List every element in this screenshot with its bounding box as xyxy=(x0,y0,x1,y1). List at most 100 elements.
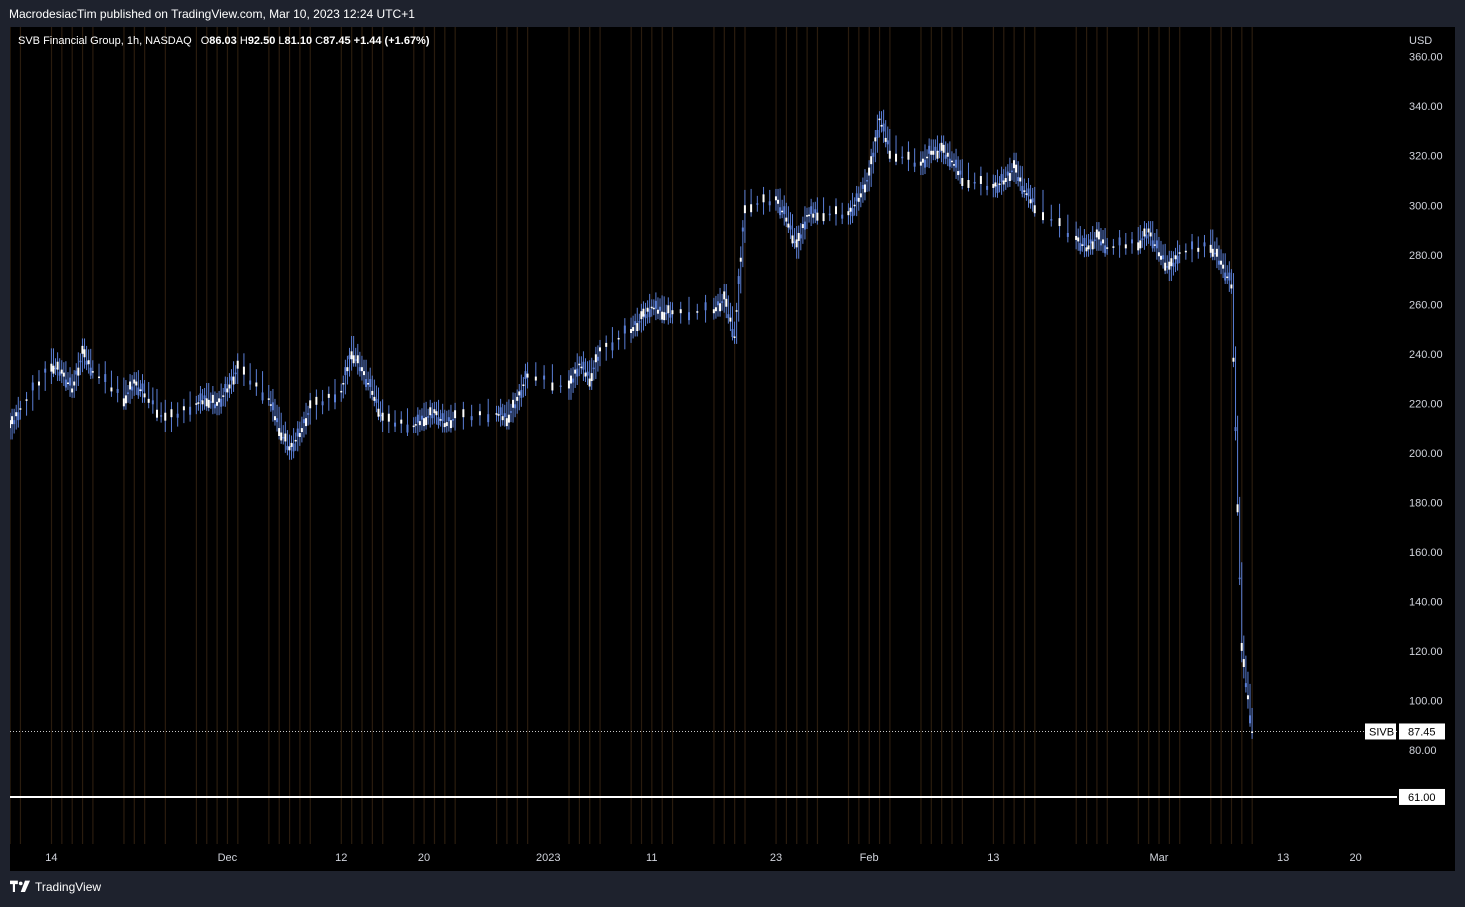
candle-body xyxy=(514,404,517,409)
candle-body xyxy=(712,309,715,314)
symbol-tag-label: SIVB xyxy=(1369,726,1394,738)
candle-body xyxy=(781,210,784,213)
candle-body xyxy=(509,411,512,413)
candle-body xyxy=(1213,252,1216,255)
candle-body xyxy=(574,369,577,374)
candle-body xyxy=(814,209,817,214)
session-stripe xyxy=(527,27,529,844)
session-stripes xyxy=(10,27,1253,844)
y-tick-label: 120.00 xyxy=(1409,646,1443,658)
candle-body xyxy=(15,412,18,417)
candle-body xyxy=(1089,239,1092,244)
candle-body xyxy=(17,412,20,421)
candle-body xyxy=(1203,242,1206,247)
candle-body xyxy=(849,207,852,212)
candle-body xyxy=(882,123,885,132)
session-stripe xyxy=(640,27,643,844)
candle-body xyxy=(847,211,850,216)
candle-body xyxy=(377,408,380,417)
candle-body xyxy=(342,383,345,385)
chart-svg[interactable]: USD 360.00 340.00 320.00 300.00 280.00 260.00… xyxy=(10,27,1455,871)
session-stripe xyxy=(351,27,353,844)
candle-body xyxy=(66,382,69,385)
candle-body xyxy=(189,406,192,415)
chart-area[interactable]: USD 360.00 340.00 320.00 300.00 280.00 260.00… xyxy=(10,27,1455,871)
candle-body xyxy=(280,432,283,441)
x-tick-label: Feb xyxy=(860,852,879,864)
session-stripe xyxy=(309,27,311,844)
session-stripe xyxy=(713,27,715,844)
candle-body xyxy=(661,311,664,320)
candle-body xyxy=(979,176,982,184)
session-stripe xyxy=(744,27,746,844)
candle-body xyxy=(955,159,958,168)
session-stripe xyxy=(1241,27,1243,844)
x-tick-label: 23 xyxy=(770,852,782,864)
candle-body xyxy=(288,446,291,451)
candle-body xyxy=(139,389,142,391)
candle-body xyxy=(774,196,777,201)
candle-body xyxy=(688,312,691,321)
candle-body xyxy=(1178,252,1181,254)
candle-body xyxy=(1087,245,1090,250)
candle-body xyxy=(54,367,57,370)
candle-body xyxy=(1191,241,1194,250)
session-stripe xyxy=(413,27,415,844)
candle-body xyxy=(1224,272,1227,281)
candle-body xyxy=(1025,193,1028,195)
candle-body xyxy=(164,412,167,421)
candle-body xyxy=(872,152,875,157)
session-stripe xyxy=(651,27,653,844)
session-stripe xyxy=(775,27,777,844)
candle-body xyxy=(294,439,297,442)
candle-body xyxy=(104,374,107,383)
candle-body xyxy=(1244,683,1247,688)
candle-body xyxy=(586,371,589,376)
candle-body xyxy=(1141,238,1144,240)
candle-body xyxy=(1006,171,1009,176)
candle-body xyxy=(1157,252,1160,257)
candle-body xyxy=(50,363,53,372)
session-stripe xyxy=(1023,27,1026,844)
session-stripe xyxy=(495,27,498,844)
candle-body xyxy=(1151,240,1154,249)
session-stripe xyxy=(785,27,788,844)
candle-body xyxy=(861,184,864,189)
brand[interactable]: TradingView xyxy=(10,880,101,894)
open-label: O xyxy=(200,35,210,47)
candle-body xyxy=(423,418,426,427)
symbol-name: SVB Financial Group, 1h, NASDAQ xyxy=(18,35,192,47)
candle-body xyxy=(371,390,374,395)
candle-body xyxy=(249,380,252,385)
candle-body xyxy=(1184,250,1187,253)
y-tick-label: 260.00 xyxy=(1409,299,1443,311)
session-stripe xyxy=(1230,27,1233,844)
candle-body xyxy=(56,361,59,370)
candle-body xyxy=(588,378,591,387)
candle-body xyxy=(855,193,858,202)
candle-body xyxy=(756,203,759,205)
session-stripe xyxy=(599,27,601,844)
candle-body xyxy=(851,208,854,217)
candle-body xyxy=(642,308,645,317)
session-stripe xyxy=(878,27,881,844)
candle-body xyxy=(300,428,303,433)
session-stripe xyxy=(1075,27,1077,844)
candle-body xyxy=(646,307,649,312)
candle-body xyxy=(271,402,274,411)
session-stripe xyxy=(868,27,870,844)
candle-body xyxy=(211,394,214,403)
candle-body xyxy=(269,404,272,406)
candle-body xyxy=(789,225,792,230)
candle-body xyxy=(1112,246,1115,248)
candle-body xyxy=(79,360,82,363)
candle-body xyxy=(793,241,796,243)
candle-body xyxy=(435,411,438,416)
candle-body xyxy=(431,414,434,419)
candle-body xyxy=(901,156,904,159)
candle-body xyxy=(228,384,231,389)
candle-body xyxy=(1162,255,1165,260)
open-value: 86.03 xyxy=(209,35,237,47)
candle-body xyxy=(346,367,349,372)
candle-body xyxy=(791,235,794,244)
